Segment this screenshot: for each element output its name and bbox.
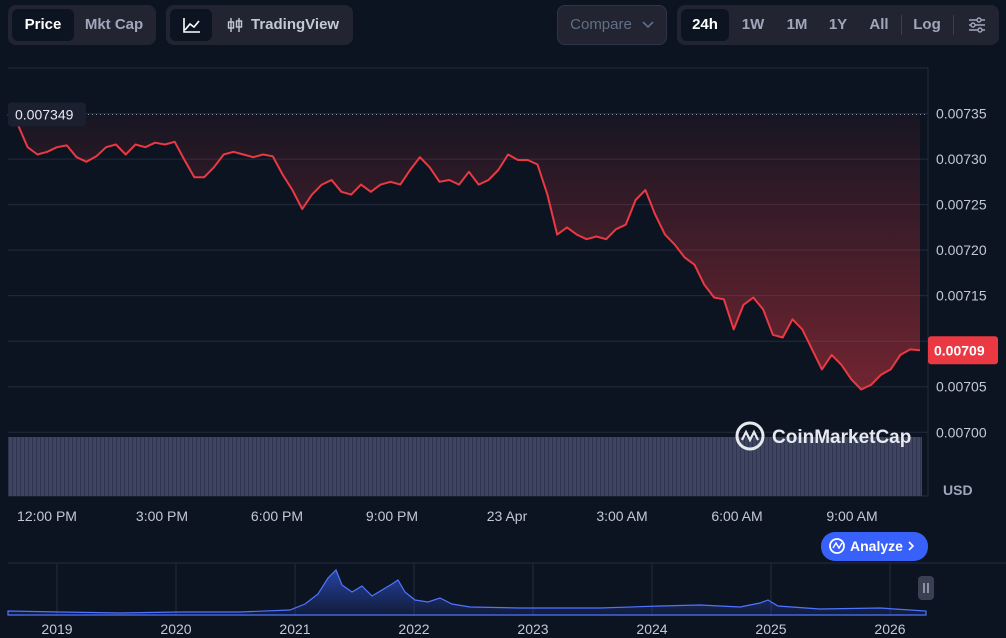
analyze-label: Analyze [850, 538, 903, 554]
handle-grip [923, 583, 929, 593]
navigator-year-label: 2023 [517, 621, 548, 637]
y-tick-label: 0.00710 [936, 333, 987, 349]
range-1y[interactable]: 1Y [828, 16, 848, 33]
line-icon [183, 18, 200, 33]
x-tick-label: 6:00 PM [251, 508, 303, 524]
navigator-year-label: 2022 [398, 621, 429, 637]
tradingview-button[interactable]: TradingView [222, 9, 347, 41]
y-tick-label: 0.00725 [936, 197, 987, 213]
analyze-button[interactable]: Analyze [821, 532, 928, 561]
range-toggle: 24h 1W 1M 1Y All Log [677, 5, 999, 45]
navigator-year-label: 2019 [41, 621, 72, 637]
watermark: CoinMarketCap [735, 421, 911, 451]
x-tick-label: 23 Apr [487, 508, 528, 524]
compare-label: Compare [570, 16, 632, 33]
compare-dropdown[interactable]: Compare [557, 5, 667, 45]
last-price-label: 0.00709 [934, 342, 985, 358]
y-tick-label: 0.00730 [936, 151, 987, 167]
divider [953, 15, 954, 35]
navigator-history [7, 568, 927, 616]
metric-toggle: Price Mkt Cap [8, 5, 156, 45]
price-line [7, 113, 921, 391]
x-tick-label: 3:00 PM [136, 508, 188, 524]
open-price-badge [8, 102, 86, 127]
chart-style-toggle: TradingView [166, 5, 353, 45]
y-tick-label: 0.00705 [936, 379, 987, 395]
navigator-year-label: 2020 [160, 621, 191, 637]
y-tick-label: 0.00700 [936, 424, 987, 440]
x-tick-label: 12:00 PM [17, 508, 77, 524]
range-1m[interactable]: 1M [786, 16, 808, 33]
price-button[interactable]: Price [12, 9, 74, 41]
navigator-year-label: 2026 [874, 621, 905, 637]
price-area [8, 114, 920, 390]
watermark-text: CoinMarketCap [772, 427, 911, 448]
x-tick-label: 3:00 AM [596, 508, 647, 524]
currency-label: USD [943, 482, 973, 498]
range-all[interactable]: All [869, 16, 889, 33]
x-tick-label: 9:00 PM [366, 508, 418, 524]
open-price-label: 0.007349 [15, 106, 74, 122]
navigator-year-label: 2021 [279, 621, 310, 637]
divider [901, 15, 902, 35]
mkt-cap-button[interactable]: Mkt Cap [84, 16, 144, 33]
line-chart-button[interactable] [170, 9, 212, 41]
y-tick-label: 0.00720 [936, 242, 987, 258]
chevron-icon [642, 21, 654, 29]
y-tick-label: 0.00735 [936, 106, 987, 122]
log-button[interactable]: Log [913, 16, 941, 33]
range-1w[interactable]: 1W [741, 16, 765, 33]
y-tick-label: 0.00715 [936, 288, 987, 304]
range-24h[interactable]: 24h [681, 9, 729, 41]
settings-icon[interactable] [967, 15, 987, 35]
x-tick-label: 9:00 AM [826, 508, 877, 524]
navigator-year-label: 2024 [636, 621, 667, 637]
last-price-badge [928, 336, 998, 365]
volume-bars [8, 437, 922, 496]
tradingview-label: TradingView [251, 16, 340, 33]
navigator-year-label: 2025 [755, 621, 786, 637]
x-tick-label: 6:00 AM [711, 508, 762, 524]
navigator-handle[interactable] [918, 576, 934, 600]
candle-icon [227, 18, 243, 32]
